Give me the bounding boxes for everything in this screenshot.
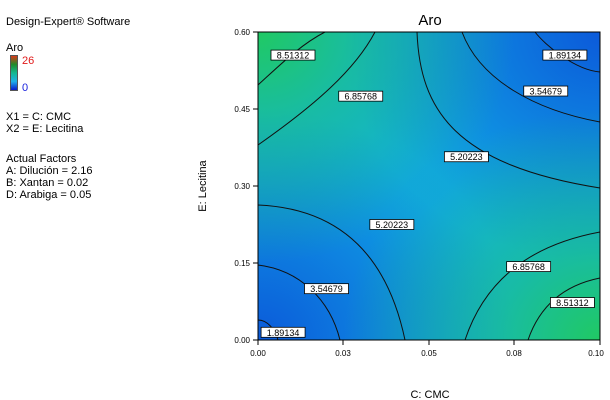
legend-min-value: 0 — [22, 82, 29, 94]
contour-lines — [257, 31, 601, 341]
y-tick-label-3: 0.45 — [234, 105, 250, 114]
y-tick-label-1: 0.15 — [234, 259, 250, 268]
contour-label-4: 8.51312 — [270, 49, 316, 61]
response-name: Aro — [6, 42, 24, 54]
x-tick-label-0: 0.00 — [250, 349, 266, 358]
y-axis-ticks: 0.00 0.15 0.30 0.45 0.60 — [234, 28, 258, 345]
contour-label-text: 5.20223 — [450, 152, 483, 162]
x-tick-label-3: 0.08 — [506, 349, 522, 358]
x1-factor-label: X1 = C: CMC — [6, 111, 72, 123]
software-label: Design-Expert® Software — [6, 16, 131, 28]
contour-label-text: 6.85768 — [512, 262, 545, 272]
contour-label-9: 8.51312 — [550, 297, 595, 308]
color-legend-bar — [10, 55, 18, 91]
y-tick-label-0: 0.00 — [234, 336, 250, 345]
contour-label-8: 6.85768 — [506, 261, 552, 272]
contour-line-6-85768-top — [257, 31, 376, 146]
actual-factors-title: Actual Factors — [6, 153, 77, 165]
actual-factor-xantan: B: Xantan = 0.02 — [6, 177, 89, 189]
x2-factor-label: X2 = E: Lecitina — [6, 123, 84, 135]
contour-label-text: 8.51312 — [277, 51, 310, 61]
x-tick-label-4: 0.10 — [588, 349, 604, 358]
contour-label-box — [270, 49, 316, 61]
legend-max-value: 26 — [22, 55, 35, 67]
contour-label-text: 8.51312 — [556, 298, 589, 308]
x-axis-label: C: CMC — [410, 389, 449, 400]
contour-label-text: 3.54679 — [529, 87, 562, 97]
actual-factor-dilucion: A: Dilución = 2.16 — [6, 165, 93, 177]
contour-label-box — [443, 151, 489, 163]
contour-label-box — [523, 85, 569, 97]
contour-label-text: 6.85768 — [344, 92, 377, 102]
contour-label-box — [506, 261, 552, 272]
contour-label-2: 5.20223 — [443, 151, 489, 163]
contour-label-text: 1.89134 — [549, 51, 582, 61]
chart-title: Aro — [418, 12, 441, 29]
contour-label-text: 1.89134 — [267, 328, 300, 338]
contour-label-3: 6.85768 — [338, 90, 384, 102]
contour-label-box — [260, 326, 306, 338]
contour-label-box — [369, 219, 415, 230]
actual-factor-arabiga: D: Arabiga = 0.05 — [6, 189, 92, 201]
contour-label-5: 5.20223 — [369, 219, 415, 230]
x-axis-ticks: 0.00 0.03 0.05 0.08 0.10 — [250, 340, 604, 358]
contour-label-box — [304, 283, 349, 295]
contour-label-box — [542, 49, 588, 61]
contour-line-5-20223-bottom — [257, 204, 406, 341]
contour-label-1: 3.54679 — [523, 85, 569, 97]
contour-label-text: 3.54679 — [310, 284, 343, 294]
contour-label-layer: 1.89134 3.54679 5.20223 6.85768 8.51312 5.202… — [260, 49, 595, 338]
y-axis-label: E: Lecitina — [197, 159, 209, 211]
plot-area: 1.89134 3.54679 5.20223 6.85768 8.51312 5.202… — [257, 31, 601, 341]
contour-line-5-20223-top — [416, 31, 601, 189]
contour-label-text: 5.20223 — [376, 220, 409, 230]
x-tick-label-1: 0.03 — [335, 349, 351, 358]
y-tick-label-4: 0.60 — [234, 28, 250, 37]
contour-label-box — [338, 90, 384, 102]
contour-label-6: 3.54679 — [304, 283, 349, 295]
contour-line-3-54679-top — [461, 31, 601, 123]
axes: 0.00 0.03 0.05 0.08 0.10 0.00 0.15 0.30 … — [197, 28, 604, 400]
contour-label-0: 1.89134 — [542, 49, 588, 61]
x-tick-label-2: 0.05 — [421, 349, 437, 358]
y-tick-label-2: 0.30 — [234, 182, 250, 191]
contour-label-7: 1.89134 — [260, 326, 306, 338]
contour-label-box — [550, 297, 595, 308]
